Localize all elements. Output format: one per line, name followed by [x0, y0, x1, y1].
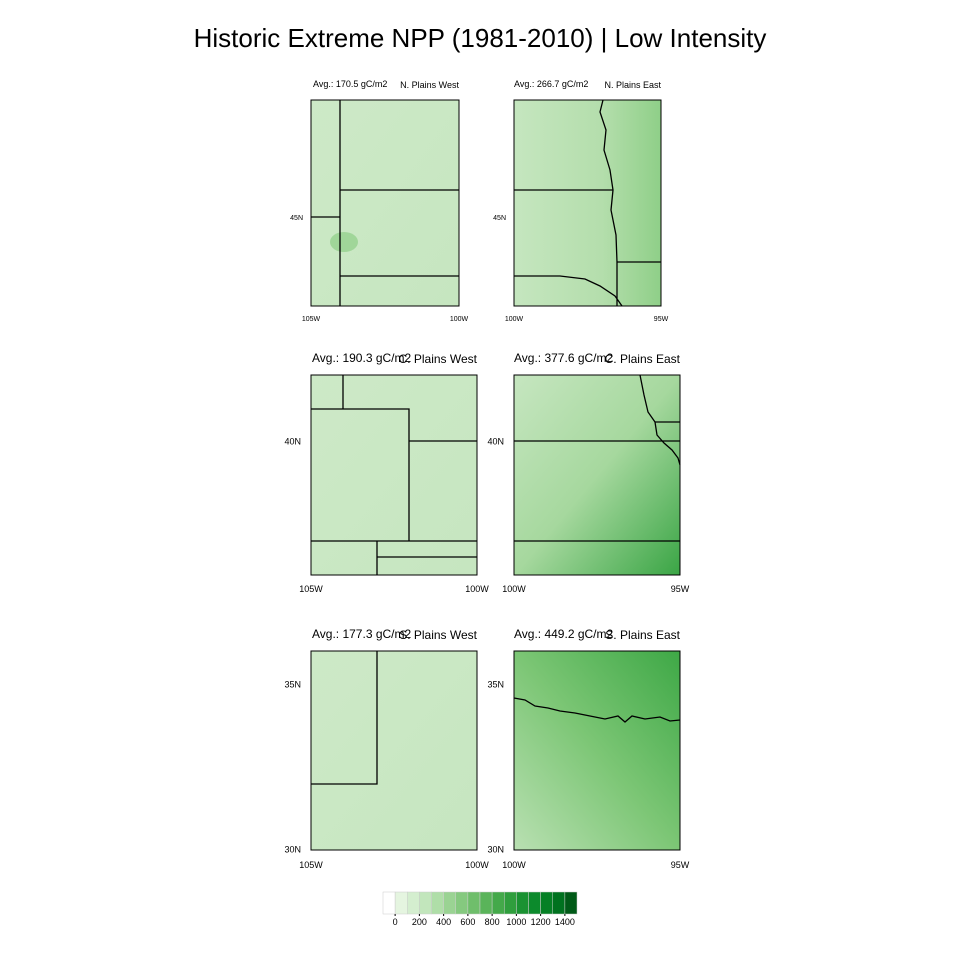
panel-average: Avg.: 449.2 gC/m2 — [514, 627, 613, 641]
colorbar-box — [540, 891, 553, 915]
colorbar-label: 600 — [460, 917, 475, 927]
colorbar-box — [467, 891, 481, 915]
map-panel: Avg.: 449.2 gC/m2 S. Plains East 35N 30N… — [487, 627, 689, 870]
lat-label: 30N — [284, 844, 301, 854]
lat-label: 40N — [284, 436, 301, 446]
colorbar-label: 1200 — [531, 917, 551, 927]
map-panel: Avg.: 266.7 gC/m2 N. Plains East 45N 100… — [493, 79, 668, 323]
lon-label: 105W — [302, 316, 321, 323]
colorbar-label: 1000 — [506, 917, 526, 927]
panel-average: Avg.: 266.7 gC/m2 — [514, 79, 588, 89]
lon-label: 105W — [299, 860, 323, 870]
colorbar-box — [504, 891, 517, 915]
map-panel: Avg.: 177.3 gC/m2 S. Plains West 35N 30N… — [284, 627, 489, 870]
lat-label: 35N — [487, 679, 504, 689]
colorbar-box — [564, 891, 578, 915]
colorbar-box — [455, 891, 469, 915]
lat-label: 40N — [487, 436, 504, 446]
colorbar-box — [552, 891, 566, 915]
colorbar-box — [491, 891, 505, 915]
panel-average: Avg.: 190.3 gC/m2 — [312, 351, 411, 365]
lat-label: 45N — [493, 215, 506, 222]
lon-label: 100W — [465, 584, 489, 594]
colorbar-label: 400 — [436, 917, 451, 927]
panel-region: C. Plains East — [605, 352, 681, 366]
lon-label: 100W — [502, 860, 526, 870]
lon-label: 95W — [671, 584, 690, 594]
map-panel: Avg.: 190.3 gC/m2 C. Plains West 40N 105… — [284, 351, 489, 594]
colorbar-box — [528, 891, 541, 915]
figure-title: Historic Extreme NPP (1981-2010) | Low I… — [194, 23, 767, 53]
lon-label: 95W — [671, 860, 690, 870]
colorbar: 0 200 400 600 800 1000 1200 1400 — [382, 891, 578, 927]
lat-label: 30N — [487, 844, 504, 854]
map-panel: Avg.: 170.5 gC/m2 N. Plains West 45N 105… — [290, 79, 468, 323]
colorbar-box — [394, 891, 408, 915]
panel-average: Avg.: 170.5 gC/m2 — [313, 79, 387, 89]
lon-label: 105W — [299, 584, 323, 594]
colorbar-box — [407, 891, 420, 915]
panel-region: N. Plains West — [400, 80, 459, 90]
colorbar-box — [431, 891, 444, 915]
map-panel: Avg.: 377.6 gC/m2 C. Plains East 40N 100… — [487, 351, 689, 594]
panel-region: S. Plains East — [605, 628, 680, 642]
lon-label: 100W — [465, 860, 489, 870]
colorbar-label: 200 — [412, 917, 427, 927]
lat-label: 45N — [290, 215, 303, 222]
panel-region: N. Plains East — [604, 80, 661, 90]
colorbar-label: 800 — [485, 917, 500, 927]
colorbar-box — [479, 891, 493, 915]
colorbar-label: 0 — [393, 917, 398, 927]
lat-label: 35N — [284, 679, 301, 689]
lon-label: 100W — [450, 316, 469, 323]
colorbar-box — [443, 891, 456, 915]
panel-average: Avg.: 377.6 gC/m2 — [514, 351, 613, 365]
lon-label: 100W — [502, 584, 526, 594]
colorbar-box — [516, 891, 529, 915]
panel-region: S. Plains West — [399, 628, 477, 642]
lon-label: 95W — [654, 316, 669, 323]
colorbar-label: 1400 — [555, 917, 575, 927]
panel-average: Avg.: 177.3 gC/m2 — [312, 627, 411, 641]
colorbar-box — [419, 891, 432, 915]
colorbar-box — [382, 891, 396, 915]
panel-region: C. Plains West — [399, 352, 478, 366]
lon-label: 100W — [505, 316, 524, 323]
